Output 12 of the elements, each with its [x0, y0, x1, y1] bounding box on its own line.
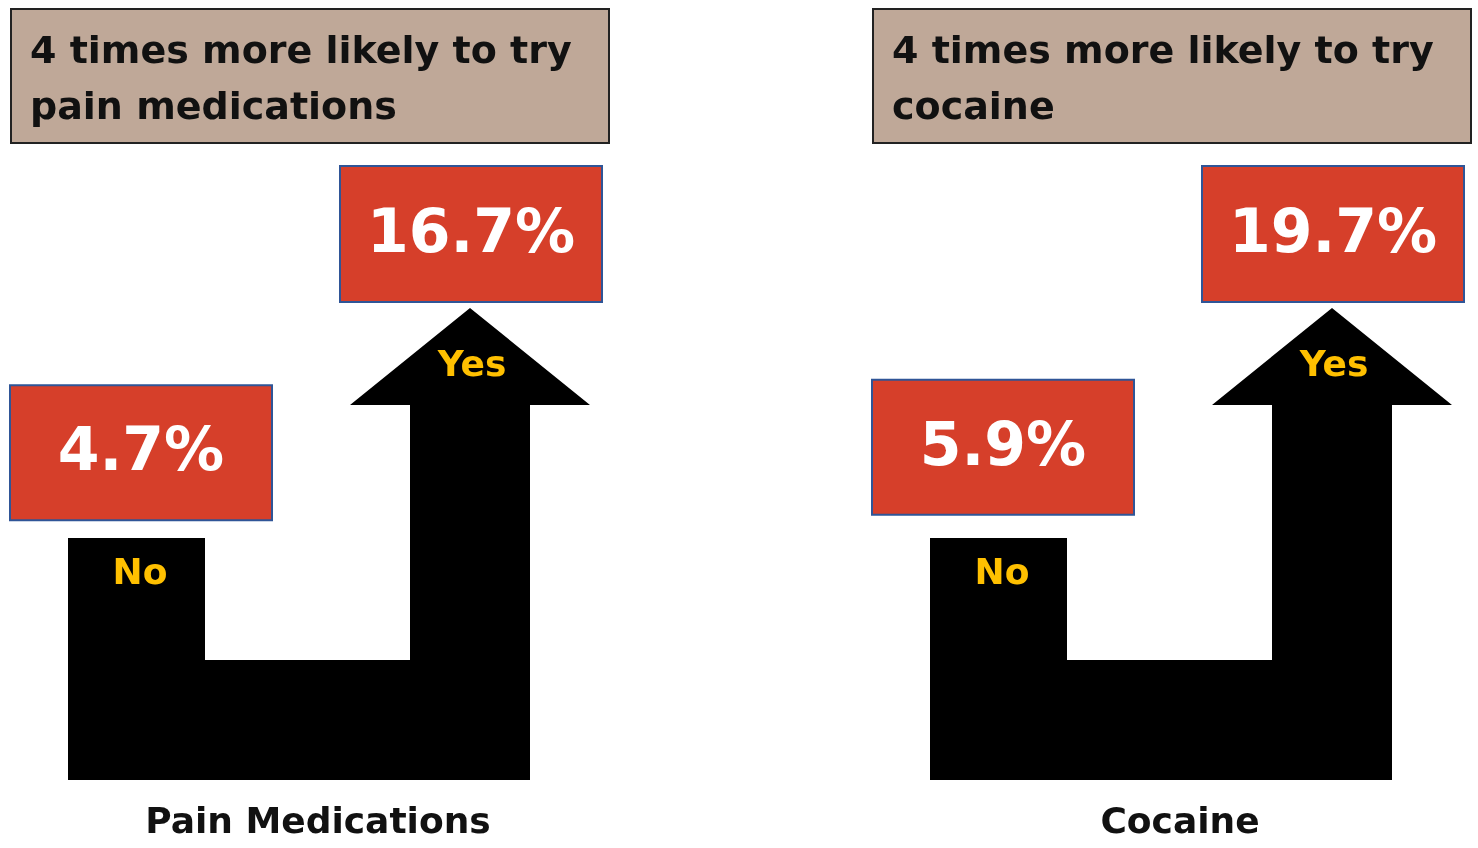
data-label: 5.9% [919, 408, 1087, 479]
text: Cocaine [1099, 800, 1261, 841]
data-label: 19.7% [1228, 195, 1438, 266]
data-label: 16.7% [366, 195, 576, 266]
category-label: No [112, 551, 168, 593]
text: 4 times more likely to try pain medications [10, 8, 610, 144]
category-label: Yes [1298, 343, 1369, 385]
text: Pain Medications [144, 800, 492, 841]
text: 4 times more likely to try cocaine [872, 8, 1472, 144]
data-label: 4.7% [57, 414, 225, 485]
category-label: Yes [436, 343, 507, 385]
category-label: No [974, 551, 1030, 593]
